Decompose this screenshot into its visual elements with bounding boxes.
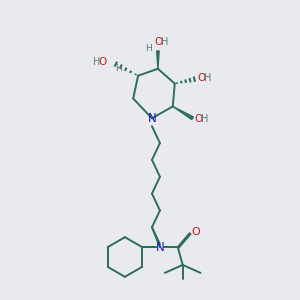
Text: O: O [98, 57, 106, 67]
Text: H: H [93, 57, 100, 67]
Text: O: O [194, 114, 203, 124]
Polygon shape [157, 51, 159, 69]
Text: O: O [197, 73, 206, 83]
Text: H: H [161, 37, 169, 47]
Text: N: N [155, 241, 164, 254]
Text: H: H [145, 44, 152, 53]
Text: H: H [201, 114, 208, 124]
Polygon shape [173, 106, 194, 120]
Text: H: H [115, 64, 122, 73]
Text: H: H [204, 73, 211, 83]
Text: O: O [191, 227, 200, 237]
Text: O: O [155, 37, 163, 47]
Text: N: N [148, 112, 156, 125]
